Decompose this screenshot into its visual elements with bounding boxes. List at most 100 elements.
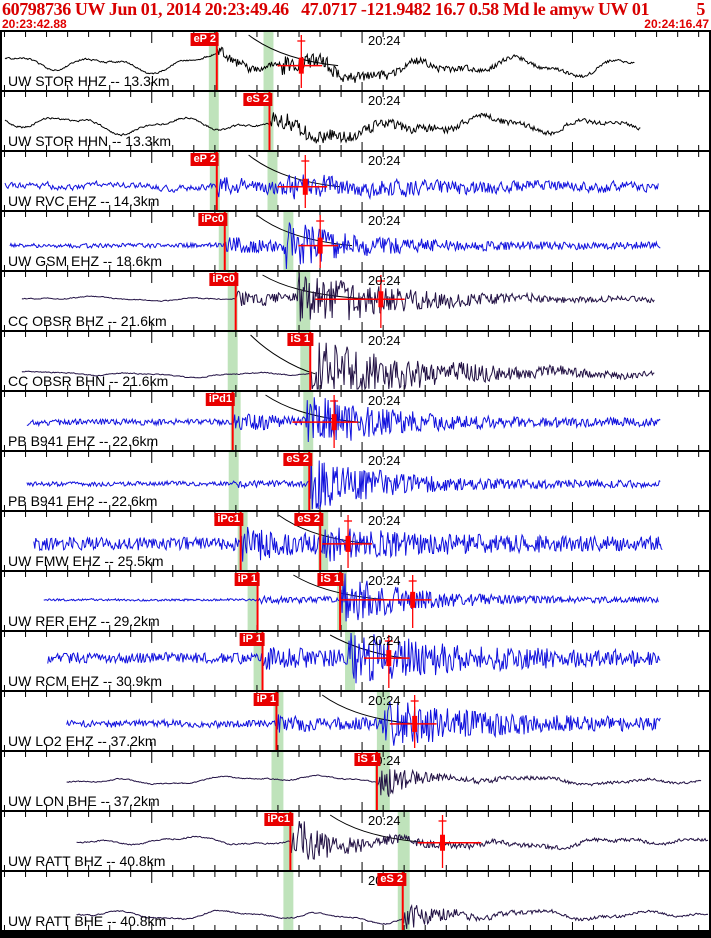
trace-panel-3[interactable]: 20:24 eP 2 UW RVC EHZ -- 14.3km — [2, 150, 709, 210]
time-label: 20:24 — [368, 693, 401, 708]
coda-amplitude-marker[interactable] — [322, 515, 372, 568]
phase-pick-label[interactable]: iPd1 — [205, 393, 235, 406]
trace-panel-4[interactable]: 20:24 iPc0 UW GSM EHZ -- 18.6km — [2, 210, 709, 270]
time-label: 20:24 — [368, 813, 401, 828]
trace-canvas[interactable] — [2, 872, 709, 930]
station-label: CC OBSR BHZ -- 21.6km — [8, 313, 167, 329]
trace-panel-8[interactable]: 20:24 eS 2 PB B941 EH2 -- 22.6km — [2, 450, 709, 510]
time-tick-marks — [3, 92, 700, 150]
phase-pick-label[interactable]: iP 1 — [239, 633, 265, 646]
station-label: PB B941 EH2 -- 22.6km — [8, 493, 158, 509]
event-title-row: 60798736 UW Jun 01, 2014 20:23:49.46 47.… — [0, 0, 711, 19]
time-tick-marks — [3, 152, 700, 210]
trace-panel-10[interactable]: 20:24 iP 1 iS 1 UW RER EHZ -- 29.2km — [2, 570, 709, 630]
trace-canvas[interactable] — [2, 452, 709, 510]
trace-panel-5[interactable]: 20:24 iPc0 CC OBSR BHZ -- 21.6km — [2, 270, 709, 330]
trace-canvas[interactable] — [2, 272, 709, 330]
trace-panel-6[interactable]: 20:24 iS 1 CC OBSR BHN -- 21.6km — [2, 330, 709, 390]
trace-canvas[interactable] — [2, 92, 709, 150]
trace-panel-14[interactable]: 20:24 iPc1 UW RATT BHZ -- 40.8km — [2, 810, 709, 870]
coda-decay-curve — [250, 334, 316, 375]
trace-panel-1[interactable]: 20:24 eP 2 UW STOR HHZ -- 13.3km — [2, 30, 709, 90]
trace-canvas[interactable] — [2, 812, 709, 870]
phase-window-band — [227, 332, 238, 390]
trace-canvas[interactable] — [2, 32, 709, 90]
phase-pick-label[interactable]: eS 2 — [294, 513, 323, 526]
coda-amplitude-marker[interactable] — [363, 635, 410, 688]
time-label: 20:24 — [368, 153, 401, 168]
coda-amplitude-marker[interactable] — [417, 815, 482, 868]
time-window-row: 20:23:42.88 20:24:16.47 — [0, 18, 711, 30]
phase-pick-label[interactable]: iS 1 — [287, 333, 313, 346]
trace-panel-13[interactable]: 20:24 iS 1 UW LON BHE -- 37.2km — [2, 750, 709, 810]
trace-list: 20:24 eP 2 UW STOR HHZ -- 13.3km 20:24 eS 2 U… — [0, 30, 711, 930]
coda-amplitude-marker[interactable] — [315, 275, 405, 328]
coda-amplitude-marker[interactable] — [292, 395, 358, 448]
coda-amplitude-marker[interactable] — [389, 695, 437, 748]
phase-window-band — [230, 392, 241, 450]
time-tick-marks — [3, 632, 700, 690]
phase-pick-label[interactable]: iP 1 — [253, 693, 279, 706]
time-tick-marks — [3, 332, 700, 390]
phase-window-band — [253, 632, 264, 690]
coda-amplitude-marker[interactable] — [298, 215, 339, 268]
phase-pick-label[interactable]: iPc0 — [198, 213, 227, 226]
phase-window-band — [283, 212, 294, 270]
phase-pick-label[interactable]: eP 2 — [190, 33, 219, 46]
phase-pick-label[interactable]: eS 2 — [283, 453, 312, 466]
trace-panel-2[interactable]: 20:24 eS 2 UW STOR HHN -- 13.3km — [2, 90, 709, 150]
time-tick-marks — [3, 452, 700, 510]
time-tick-marks — [3, 32, 700, 90]
station-label: PB B941 EHZ -- 22.6km — [8, 433, 159, 449]
station-label: CC OBSR BHN -- 21.6km — [8, 373, 169, 389]
phase-pick-label[interactable]: iS 1 — [317, 573, 343, 586]
time-label: 20:24 — [368, 333, 401, 348]
trace-canvas[interactable] — [2, 692, 709, 750]
phase-pick-label[interactable]: eP 2 — [190, 153, 219, 166]
waveform — [47, 632, 661, 684]
waveform — [43, 573, 659, 622]
coda-amplitude-marker[interactable] — [277, 35, 323, 88]
coda-amplitude-marker[interactable] — [277, 155, 328, 208]
phase-pick-label[interactable]: iS 1 — [354, 753, 380, 766]
coda-decay-curve — [329, 814, 428, 844]
waveform — [21, 272, 655, 322]
phase-window-band — [208, 92, 219, 150]
phase-pick-label[interactable]: eS 2 — [243, 93, 272, 106]
phase-window-band — [263, 92, 274, 150]
phase-pick-label[interactable]: iPc1 — [214, 513, 243, 526]
trace-panel-12[interactable]: 20:24 iP 1 UW LO2 EHZ -- 37.2km — [2, 690, 709, 750]
phase-pick-label[interactable]: eS 2 — [377, 873, 406, 886]
station-label: UW RCM EHZ -- 30.9km — [8, 673, 162, 689]
trace-canvas[interactable] — [2, 212, 709, 270]
event-summary: 60798736 UW Jun 01, 2014 20:23:49.46 47.… — [2, 0, 650, 19]
trace-canvas[interactable] — [2, 332, 709, 390]
time-tick-marks — [3, 752, 700, 810]
time-label: 20:24 — [368, 633, 401, 648]
time-label: 20:24 — [368, 273, 401, 288]
trace-canvas[interactable] — [2, 512, 709, 570]
trace-canvas[interactable] — [2, 632, 709, 690]
station-label: UW RATT BHZ -- 40.8km — [8, 853, 166, 869]
time-tick-marks — [3, 392, 700, 450]
time-tick-marks — [3, 212, 700, 270]
bottom-border — [0, 930, 711, 938]
trace-panel-11[interactable]: 20:24 iP 1 UW RCM EHZ -- 30.9km — [2, 630, 709, 690]
time-label: 20:24 — [368, 213, 401, 228]
coda-amplitude-marker[interactable] — [340, 575, 432, 628]
trace-panel-9[interactable]: 20:24 iPc1 eS 2 UW FMW EHZ -- 25.5km — [2, 510, 709, 570]
phase-window-band — [209, 152, 220, 210]
phase-pick-label[interactable]: iPc0 — [209, 273, 238, 286]
waveform — [4, 174, 659, 200]
trace-canvas[interactable] — [2, 392, 709, 450]
trace-panel-7[interactable]: 20:24 iPd1 PB B941 EHZ -- 22.6km — [2, 390, 709, 450]
waveform — [9, 222, 661, 270]
station-label: UW RER EHZ -- 29.2km — [8, 613, 160, 629]
waveform — [76, 821, 709, 860]
phase-window-band — [208, 32, 219, 90]
phase-pick-label[interactable]: iPc1 — [264, 813, 293, 826]
phase-pick-label[interactable]: iP 1 — [234, 573, 260, 586]
phase-window-band — [247, 572, 258, 630]
phase-window-band — [303, 392, 314, 450]
